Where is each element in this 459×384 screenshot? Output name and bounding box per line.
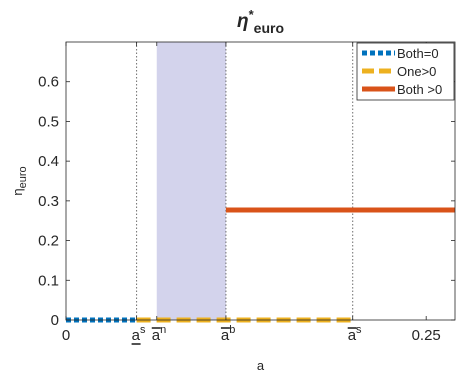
y-tick-label: 0.1 [38,272,59,289]
shaded-region [156,42,226,320]
y-tick-label: 0.3 [38,193,59,210]
y-tick-label: 0 [51,312,59,329]
chart-title: η*euro [237,7,284,36]
title-sup: * [249,7,255,22]
legend-entry: One>0 [397,64,436,79]
x-tick-label: an [152,324,166,344]
y-tick-label: 0.2 [38,233,59,250]
title-base: η [237,11,249,32]
x-tick-label-main: a [152,327,161,344]
x-axis-label: a [257,358,265,373]
y-axis-label: ηeuro [10,166,29,195]
y-tick-label: 0.4 [38,153,59,170]
x-tick-label: 0.25 [412,327,441,344]
x-tick-label-sup: s [140,324,146,336]
x-tick-label-sup: s [356,324,362,336]
y-axis-label-sub: euro [17,166,29,188]
x-tick-label: 0 [62,327,70,344]
plot-frame [65,41,456,321]
title-sub: euro [254,20,284,36]
y-axis-label-base: η [10,188,25,195]
x-tick-label-sup: b [229,324,235,336]
x-tick-label: as [132,324,146,344]
x-tick-label-sup: n [160,324,166,336]
x-tick-label-main: a [132,327,141,344]
y-tick-label: 0.5 [38,113,59,130]
x-tick-label: as [348,324,362,344]
legend-entry: Both >0 [397,82,442,97]
x-tick-label: ab [221,324,235,344]
legend-entry: Both=0 [397,46,439,61]
x-tick-label-main: a [221,327,230,344]
x-tick-label-main: a [348,327,357,344]
y-tick-label: 0.6 [38,74,59,91]
